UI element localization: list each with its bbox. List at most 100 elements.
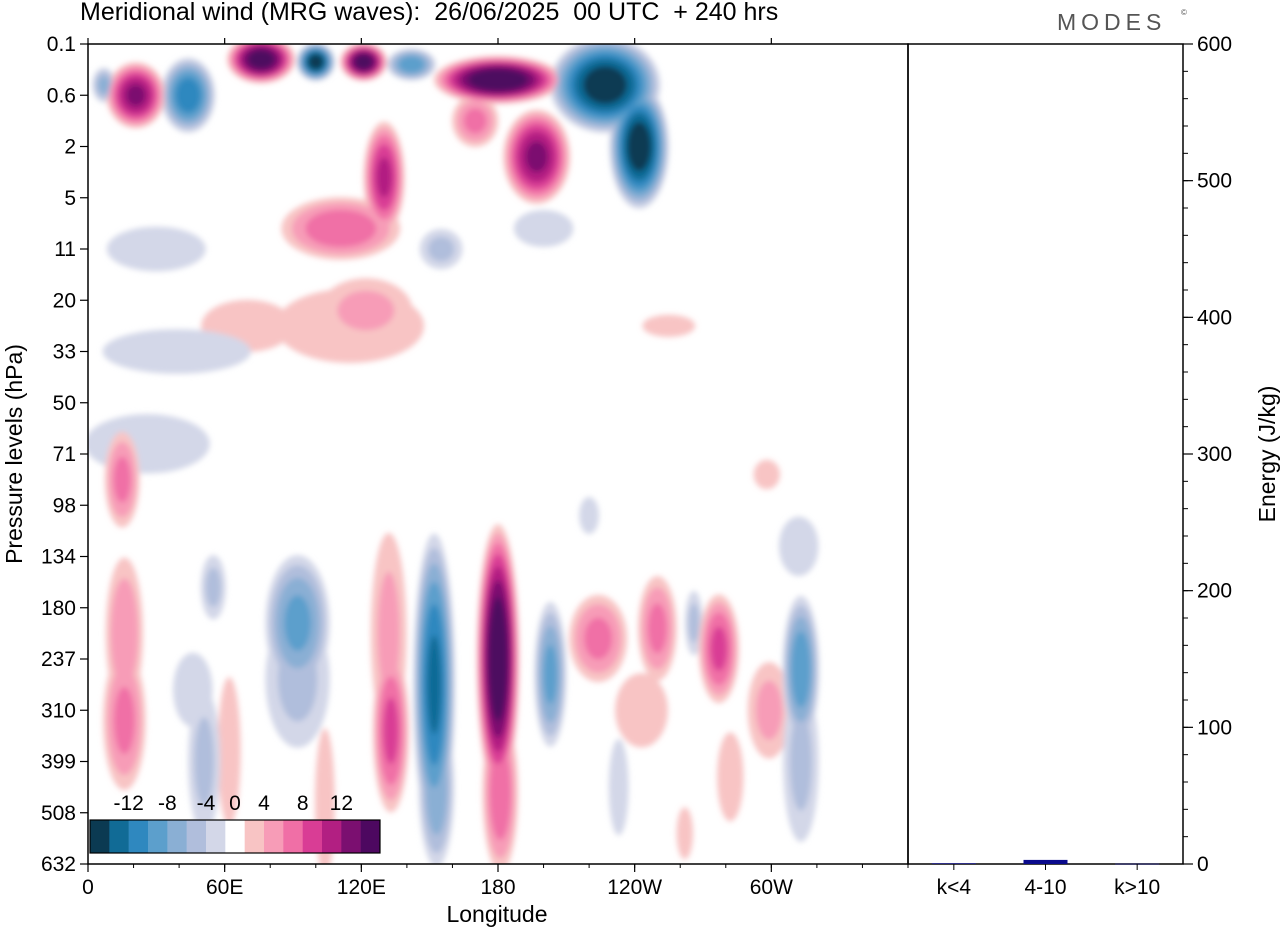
contour-band xyxy=(791,631,811,708)
contour-band xyxy=(583,66,627,104)
energy-category-label: 4-10 xyxy=(1024,876,1066,899)
contour-band xyxy=(468,68,528,91)
contour-band xyxy=(615,673,668,748)
contour-band xyxy=(398,56,425,73)
contour-band xyxy=(376,157,392,198)
contour-band xyxy=(513,210,574,247)
energy-tick-label: 0 xyxy=(1197,853,1209,876)
colorbar-swatch xyxy=(148,820,168,853)
colorbar-swatch xyxy=(90,820,110,853)
contour-band xyxy=(464,108,487,134)
contour-band xyxy=(217,677,241,826)
contour-band xyxy=(284,595,311,651)
x-tick-label: 60W xyxy=(750,876,793,899)
contour-band xyxy=(579,497,599,534)
y-tick-label: 2 xyxy=(64,136,76,159)
energy-bars: k<4 4-10 k>10 xyxy=(931,859,1160,899)
contour-band xyxy=(756,680,783,740)
contour-band xyxy=(113,456,131,503)
colorbar-swatch xyxy=(360,820,381,853)
contour-band xyxy=(790,712,812,811)
x-tick-label: 120E xyxy=(337,876,386,899)
colorbar-swatch xyxy=(186,820,207,853)
energy-panel-frame xyxy=(907,43,1184,865)
contour-band xyxy=(88,414,210,474)
contour-band xyxy=(427,635,442,734)
y-tick-label: 20 xyxy=(53,289,76,312)
contour-band xyxy=(383,697,399,765)
heatmap-field xyxy=(88,44,820,864)
contour-band xyxy=(676,807,693,860)
contour-band xyxy=(627,121,651,172)
contour-band xyxy=(354,54,373,70)
energy-tick-label: 500 xyxy=(1197,170,1232,193)
contour-band xyxy=(753,459,780,490)
y-tick-label: 0.1 xyxy=(47,33,76,56)
y-axis-title: Pressure levels (hPa) xyxy=(1,344,27,564)
x-tick-label: 60E xyxy=(206,876,243,899)
y-tick-label: 5 xyxy=(64,187,76,210)
contour-band xyxy=(175,77,201,113)
energy-tick-label: 600 xyxy=(1197,33,1232,56)
contour-band xyxy=(126,84,146,107)
contour-band xyxy=(717,732,744,822)
contour-field xyxy=(88,44,820,864)
energy-bar xyxy=(931,863,976,864)
modes-logo: MODES xyxy=(1057,9,1167,35)
colorbar-label: -12 xyxy=(113,792,143,815)
contour-band xyxy=(194,717,214,806)
y-tick-label: 71 xyxy=(53,443,76,466)
x-tick-label: 0 xyxy=(82,876,94,899)
contour-band xyxy=(106,226,206,272)
chart-title: Meridional wind (MRG waves): 26/06/2025 … xyxy=(80,0,779,26)
colorbar-label: -8 xyxy=(158,792,177,815)
colorbar-swatch xyxy=(206,820,226,853)
contour-band xyxy=(584,617,613,660)
contour-band xyxy=(778,516,819,576)
colorbar-swatch xyxy=(302,820,323,853)
colorbar-swatch xyxy=(167,820,187,853)
y-tick-label: 134 xyxy=(41,546,76,569)
x-tick-label: 120W xyxy=(607,876,662,899)
contour-band xyxy=(102,329,251,374)
y-tick-label: 11 xyxy=(54,238,76,261)
x-axis-title: Longitude xyxy=(446,901,547,927)
y-axis-right: 0 100 200 300 400 500 600 xyxy=(1183,33,1232,876)
contour-band xyxy=(608,738,629,836)
colorbar-label: 4 xyxy=(258,792,270,815)
contour-band xyxy=(525,141,548,173)
right-axis-title: Energy (J/kg) xyxy=(1254,386,1280,523)
x-tick-label: 180 xyxy=(480,876,515,899)
y-tick-label: 0.6 xyxy=(47,84,76,107)
colorbar-swatch xyxy=(225,820,245,853)
contour-band xyxy=(543,644,558,705)
y-tick-label: 98 xyxy=(53,494,76,517)
energy-tick-label: 400 xyxy=(1197,306,1232,329)
contour-band xyxy=(308,54,324,70)
colorbar: -12 -8 -4 0 4 8 12 xyxy=(89,792,381,854)
contour-band xyxy=(642,314,696,337)
y-tick-label: 508 xyxy=(41,802,76,825)
contour-band xyxy=(488,597,508,721)
colorbar-swatch xyxy=(283,820,303,853)
colorbar-frame xyxy=(89,819,381,854)
logo-trademark-mark: © xyxy=(1181,8,1187,17)
energy-category-label: k>10 xyxy=(1114,876,1160,899)
y-tick-label: 180 xyxy=(41,597,76,620)
contour-band xyxy=(710,626,728,671)
contour-band xyxy=(648,603,667,654)
colorbar-swatch xyxy=(341,820,361,853)
colorbar-label: 0 xyxy=(229,792,241,815)
contour-band xyxy=(205,567,221,607)
contour-band xyxy=(305,209,377,248)
y-tick-label: 237 xyxy=(41,648,76,671)
contour-band xyxy=(110,578,138,689)
colorbar-swatch xyxy=(128,820,149,853)
energy-tick-label: 200 xyxy=(1197,580,1232,603)
contour-band xyxy=(247,50,275,69)
y-tick-label: 310 xyxy=(41,699,76,722)
contour-band xyxy=(428,236,455,262)
y-tick-label: 632 xyxy=(41,853,76,876)
y-axis-left: 0.1 0.6 2 5 11 20 33 50 71 98 134 180 237 310 399 508 63… xyxy=(41,33,88,876)
